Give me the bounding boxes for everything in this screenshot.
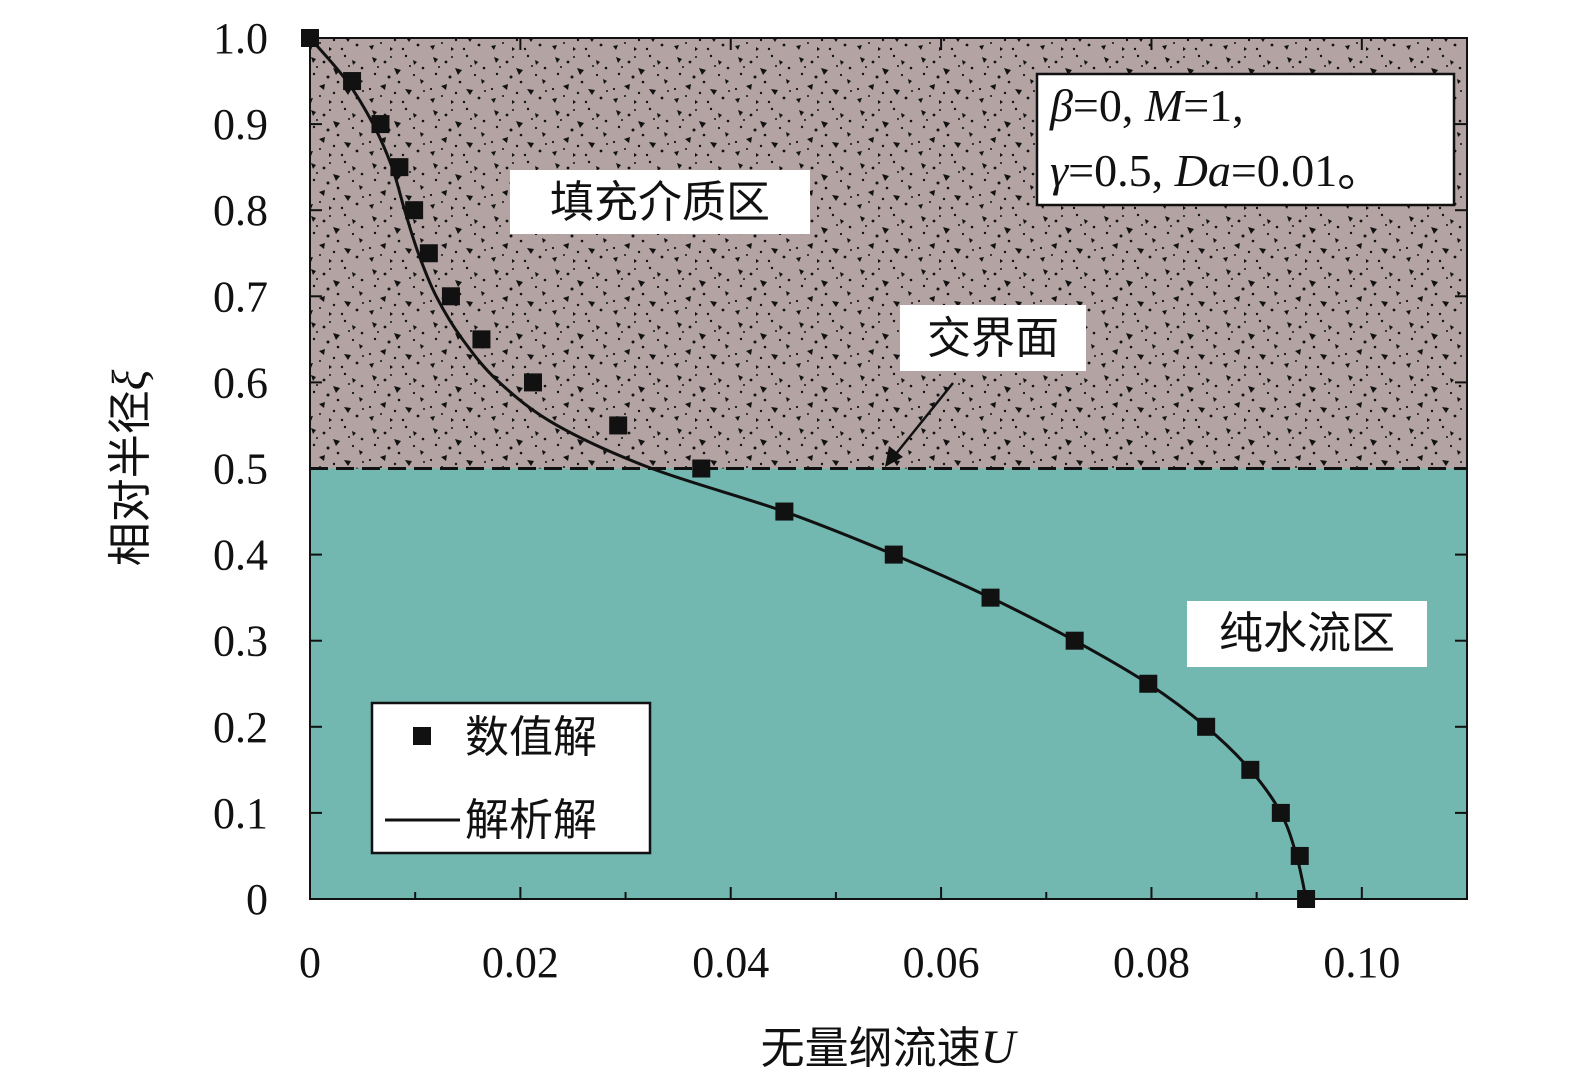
x-tick-label: 0 <box>299 938 321 987</box>
params-line-2-part: =0.5, <box>1068 145 1174 196</box>
numerical-point <box>1139 674 1158 693</box>
params-line-1: β=0, M=1, <box>1049 80 1244 131</box>
numerical-point <box>1271 803 1290 822</box>
y-tick-label: 0.5 <box>213 445 268 494</box>
params-line-1-part: =0, <box>1073 80 1145 131</box>
fluid-region-label: 纯水流区 <box>1219 608 1395 659</box>
params-line-1-part: =1, <box>1183 80 1243 131</box>
y-tick-label: 0 <box>246 875 268 924</box>
numerical-point <box>472 330 491 349</box>
x-axis-title-text: 无量纲流速 <box>761 1023 981 1074</box>
labels-layer: 0 0.02 0.04 0.06 0.08 0.10 0 0.1 0.2 0.3 0.4 0.5 0.6… <box>103 14 1456 1074</box>
x-tick-label: 0.06 <box>903 938 980 987</box>
x-axis-title: 无量纲流速U <box>761 1021 1019 1074</box>
y-axis-title-text: 相对半径 <box>105 390 156 566</box>
y-tick-label: 0.3 <box>213 617 268 666</box>
numerical-point <box>343 72 362 91</box>
interface-label: 交界面 <box>927 313 1059 364</box>
x-tick-label: 0.02 <box>482 938 559 987</box>
params-line-1-part: M <box>1144 80 1186 131</box>
interface-arrow-shaft <box>894 382 954 456</box>
params-line-2-part: =0.01。 <box>1231 145 1383 196</box>
numerical-point <box>884 545 903 564</box>
plot-frame <box>309 37 1468 900</box>
y-tick-label: 0.4 <box>213 531 268 580</box>
params-line-2: γ=0.5, Da=0.01。 <box>1050 145 1383 196</box>
porous-label-box <box>510 170 810 234</box>
interface-label-box <box>900 305 1086 371</box>
y-tick-label: 1.0 <box>213 14 268 63</box>
analytic-curve-layer <box>308 37 1308 900</box>
x-tick-label: 0.10 <box>1323 938 1400 987</box>
porous-region-label: 填充介质区 <box>550 177 770 228</box>
numerical-markers-layer <box>301 29 1316 908</box>
params-box <box>1035 72 1456 207</box>
numerical-point <box>419 244 438 263</box>
numerical-point <box>371 115 390 134</box>
y-tick-label: 0.7 <box>213 272 268 321</box>
numerical-point <box>405 201 424 220</box>
numerical-point <box>441 287 460 306</box>
y-tick-label: 0.1 <box>213 789 268 838</box>
legend-marker-square <box>413 727 431 745</box>
numerical-point <box>1197 717 1216 736</box>
numerical-point <box>981 588 1000 607</box>
analytic-curve <box>308 37 1308 900</box>
interface-arrow-head <box>885 446 903 467</box>
numerical-point <box>390 158 409 177</box>
params-line-1-part: β <box>1049 80 1073 131</box>
numerical-point <box>609 416 628 435</box>
y-tick-label: 0.9 <box>213 100 268 149</box>
legend-label-numerical: 数值解 <box>465 712 597 763</box>
y-tick-label: 0.8 <box>213 186 268 235</box>
x-tick-label: 0.04 <box>692 938 769 987</box>
fluid-label-box <box>1187 601 1427 667</box>
x-tick-label: 0.08 <box>1113 938 1190 987</box>
frame-layer <box>309 37 1468 900</box>
numerical-point <box>523 373 542 392</box>
legend-label-analytic: 解析解 <box>465 795 597 846</box>
x-axis-title-symbol: U <box>981 1021 1019 1074</box>
numerical-point <box>1290 846 1309 865</box>
numerical-point <box>775 502 794 521</box>
numerical-point <box>1065 631 1084 650</box>
numerical-point <box>1241 760 1260 779</box>
y-axis-title: 相对半径ξ <box>103 369 156 566</box>
params-line-2-part: γ <box>1050 145 1070 196</box>
y-tick-label: 0.6 <box>213 358 268 407</box>
params-line-2-part: Da <box>1174 145 1231 196</box>
y-tick-label: 0.2 <box>213 703 268 752</box>
y-axis-title-symbol: ξ <box>103 369 156 390</box>
numerical-point <box>692 459 711 478</box>
